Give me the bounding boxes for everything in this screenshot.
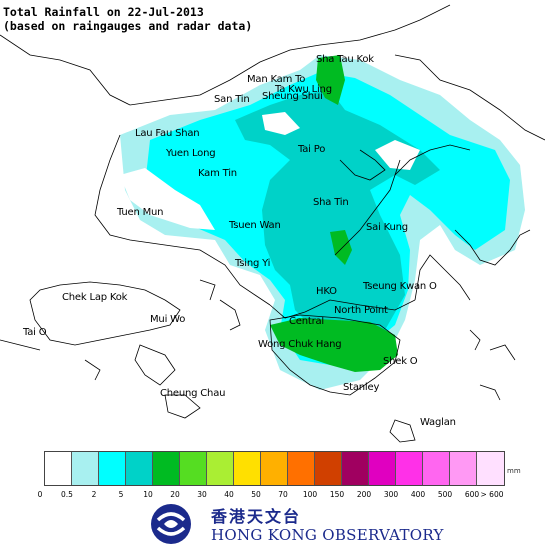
place-label: Stanley: [343, 382, 380, 393]
place-label: Yuen Long: [166, 148, 216, 159]
legend-tick-label: 100: [302, 490, 318, 499]
place-label: Mui Wo: [150, 314, 186, 325]
place-label: San Tin: [214, 94, 250, 105]
legend-tick-label: 600: [464, 490, 480, 499]
place-label: Central: [289, 316, 325, 327]
legend-swatch: [477, 452, 504, 485]
legend-tick-label: 0: [37, 490, 43, 499]
legend-tick-label: 500: [437, 490, 453, 499]
legend-tick-label: 0.5: [61, 490, 73, 499]
legend-tick-label: 400: [410, 490, 426, 499]
legend-tick-label: 10: [143, 490, 153, 499]
rain-zone-green-island: [270, 318, 398, 372]
legend-swatch: [342, 452, 369, 485]
legend-tick-label: > 600: [480, 490, 504, 499]
place-label: Shek O: [383, 356, 418, 367]
rain-zone-green-north: [316, 55, 345, 105]
rain-zone-dry-1: [262, 112, 300, 135]
place-label: Chek Lap Kok: [62, 292, 128, 303]
legend-tick-label: 5: [118, 490, 124, 499]
hko-emblem-icon: [151, 504, 191, 544]
legend-swatch: [261, 452, 288, 485]
logo-english-text: HONG KONG OBSERVATORY: [211, 526, 444, 544]
hko-logo: 香港天文台 HONG KONG OBSERVATORY: [150, 500, 530, 548]
place-label: Waglan: [420, 417, 456, 428]
place-label: Sha Tin: [313, 197, 349, 208]
place-label: Sheung Shui: [262, 91, 323, 102]
logo-chinese-text: 香港天文台: [211, 507, 302, 526]
legend-swatch: [126, 452, 153, 485]
legend-tick-label: 150: [329, 490, 345, 499]
legend-swatch: [234, 452, 261, 485]
legend-swatch: [369, 452, 396, 485]
rain-zone-dry-3: [375, 140, 420, 170]
legend-swatch: [180, 452, 207, 485]
legend-swatch: [207, 452, 234, 485]
rainfall-map: [0, 4, 545, 443]
legend-unit: mm: [507, 467, 521, 475]
map-title: Total Rainfall on 22-Jul-2013: [3, 5, 204, 19]
place-label: Sha Tau Kok: [316, 54, 374, 65]
place-label: Tai O: [23, 327, 47, 338]
place-label: HKO: [316, 286, 337, 297]
place-label: Cheung Chau: [160, 388, 226, 399]
place-label: Ta Kwu Ling: [275, 84, 332, 95]
place-label: Tseung Kwan O: [363, 281, 437, 292]
legend-swatch: [99, 452, 126, 485]
rain-zone-green-shatin: [330, 230, 352, 265]
legend-swatch: [450, 452, 477, 485]
legend-swatch: [396, 452, 423, 485]
place-label: Wong Chuk Hang: [258, 339, 342, 350]
legend-tick-label: 20: [170, 490, 180, 499]
legend-tick-label: 30: [197, 490, 207, 499]
legend-swatch: [288, 452, 315, 485]
legend-tick-label: 40: [224, 490, 234, 499]
legend-swatch: [315, 452, 342, 485]
legend-swatch: [423, 452, 450, 485]
legend-swatch: [72, 452, 99, 485]
place-label: Sai Kung: [366, 222, 408, 233]
place-label: North Point: [334, 305, 388, 316]
place-label: Tsuen Wan: [229, 220, 281, 231]
place-label: Tuen Mun: [117, 207, 164, 218]
coastline: [0, 4, 545, 443]
rainfall-legend-bar: [44, 451, 505, 486]
legend-tick-label: 50: [251, 490, 261, 499]
legend-swatch: [45, 452, 72, 485]
place-label: Man Kam To: [247, 74, 306, 85]
place-label: Lau Fau Shan: [135, 128, 200, 139]
rain-zone-dry-2: [120, 168, 215, 230]
place-label: Kam Tin: [198, 168, 237, 179]
map-subtitle: (based on raingauges and radar data): [3, 19, 253, 33]
legend-tick-label: 300: [383, 490, 399, 499]
legend-tick-label: 70: [278, 490, 288, 499]
place-label: Tai Po: [298, 144, 326, 155]
legend-tick-label: 200: [356, 490, 372, 499]
legend-tick-label: 2: [91, 490, 97, 499]
legend-swatch: [153, 452, 180, 485]
place-label: Tsing Yi: [235, 258, 271, 269]
